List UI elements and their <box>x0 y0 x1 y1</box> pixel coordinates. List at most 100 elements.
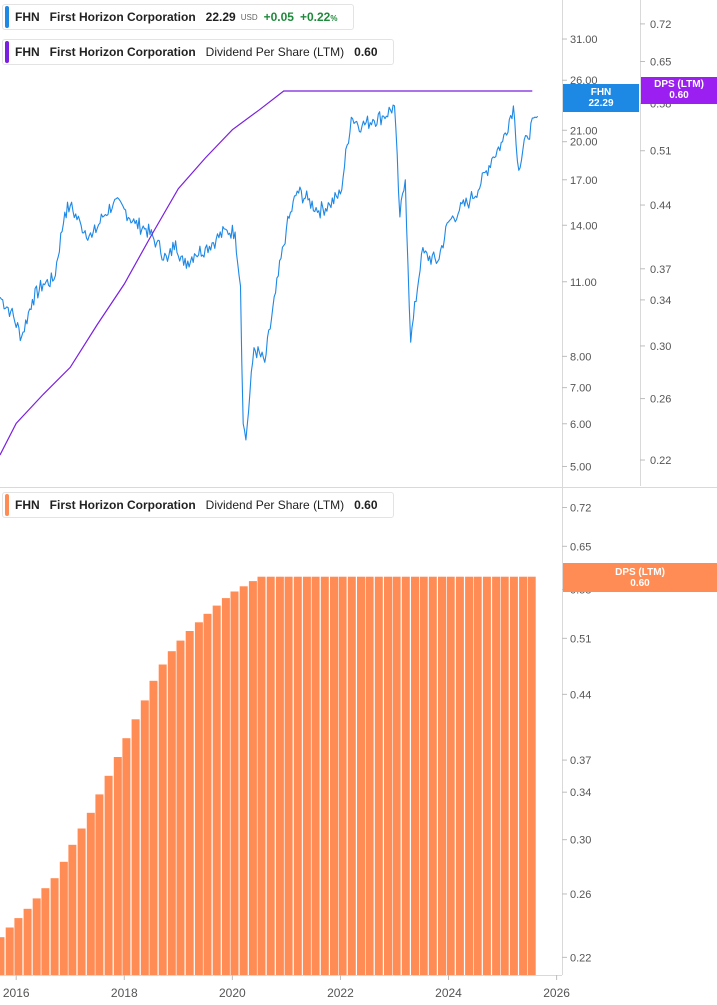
price-axis-tick-label: 14.00 <box>570 220 598 232</box>
legend-ticker: FHN <box>15 45 40 59</box>
dps-bar <box>230 591 239 975</box>
legend-dps-bottom-swatch <box>5 494 9 516</box>
dps-bar <box>320 576 329 975</box>
dps-bar <box>357 576 365 975</box>
dps-axis-tick-label: 0.30 <box>650 341 671 353</box>
dps-bar <box>411 576 419 975</box>
dps-bar <box>212 605 221 975</box>
bar-axis-tick-label: 0.37 <box>570 755 591 767</box>
legend-change: +0.05 <box>263 10 294 24</box>
dps-bar <box>284 576 293 975</box>
dps-bar <box>347 576 356 975</box>
dps-tag-top-value: 0.60 <box>669 90 689 101</box>
dps-bar <box>266 576 275 975</box>
price-tag: FHN 22.29 <box>563 84 639 112</box>
legend-metric: Dividend Per Share (LTM) <box>205 498 345 512</box>
legend-change-pct: +0.22% <box>300 10 338 24</box>
bar-axis-tick-label: 0.65 <box>570 541 591 553</box>
dps-bar <box>14 918 23 975</box>
dps-bar <box>365 576 374 975</box>
dps-bar <box>185 631 194 975</box>
dps-bar <box>302 576 311 975</box>
dps-bar <box>32 898 41 975</box>
dps-tag-top-label: DPS (LTM) <box>654 79 704 90</box>
dps-bar <box>374 576 383 975</box>
legend-price: FHN First Horizon Corporation 22.29 USD … <box>2 4 355 30</box>
dps-bar <box>293 576 302 975</box>
dps-bar <box>122 738 131 975</box>
dps-bar <box>131 719 140 975</box>
dps-bar <box>221 598 230 975</box>
dps-tag-top: DPS (LTM) 0.60 <box>641 77 717 104</box>
dps-bar <box>77 828 86 975</box>
legend-ticker: FHN <box>15 10 40 24</box>
bar-axis-tick-label: 0.34 <box>570 787 591 799</box>
price-axis-tick-label: 31.00 <box>570 34 598 46</box>
dps-tag-bottom: DPS (LTM) 0.60 <box>563 563 717 592</box>
bar-axis-tick-label: 0.72 <box>570 502 591 514</box>
legend-company: First Horizon Corporation <box>49 45 196 59</box>
dps-bar <box>5 927 14 975</box>
dps-bar <box>509 576 518 975</box>
dps-bar <box>239 586 248 975</box>
dps-bar <box>527 576 536 975</box>
dps-bar <box>104 775 113 975</box>
legend-company: First Horizon Corporation <box>49 498 196 512</box>
legend-ticker: FHN <box>15 498 40 512</box>
bar-axis-tick-label: 0.30 <box>570 835 591 847</box>
legend-dps-bottom: FHN First Horizon Corporation Dividend P… <box>2 492 394 518</box>
x-axis-tick-label: 2022 <box>327 986 354 1000</box>
price-axis-tick-label: 8.00 <box>570 351 591 363</box>
legend-currency: USD <box>240 12 258 22</box>
dps-bar <box>68 844 77 975</box>
dps-bar <box>59 861 68 975</box>
dps-bar <box>275 576 284 975</box>
price-axis-tick-label: 7.00 <box>570 383 591 395</box>
dps-axis-tick-label: 0.72 <box>650 19 671 31</box>
bar-axis-tick-label: 0.22 <box>570 952 591 964</box>
dps-bar <box>419 576 428 975</box>
legend-dps-top-swatch <box>5 41 9 63</box>
legend-price-swatch <box>5 6 9 28</box>
dps-bar <box>438 576 446 975</box>
dps-bar <box>384 576 392 975</box>
dps-bar <box>194 622 203 975</box>
dps-bar <box>492 576 501 975</box>
bar-axis-tick-label: 0.51 <box>570 633 591 645</box>
dps-axis-tick-label: 0.51 <box>650 146 671 158</box>
dps-bar <box>176 640 185 975</box>
dps-bar <box>0 937 5 975</box>
bar-axis-tick-label: 0.44 <box>570 689 591 701</box>
dps-axis-tick-label: 0.37 <box>650 264 671 276</box>
dps-bar <box>158 664 167 975</box>
x-axis-tick-label: 2026 <box>543 986 570 1000</box>
x-axis-tick-label: 2016 <box>3 986 30 1000</box>
x-axis-tick-label: 2024 <box>435 986 462 1000</box>
dps-bar <box>455 576 464 975</box>
dps-tag-bottom-value: 0.60 <box>630 578 650 589</box>
price-axis-tick-label: 6.00 <box>570 419 591 431</box>
legend-metric-value: 0.60 <box>354 45 378 59</box>
dps-bar <box>248 581 257 975</box>
legend-metric: Dividend Per Share (LTM) <box>205 45 345 59</box>
x-axis-tick-label: 2020 <box>219 986 246 1000</box>
price-axis-tick-label: 11.00 <box>570 277 597 289</box>
dps-bar <box>50 878 59 975</box>
dps-axis-tick-label: 0.44 <box>650 200 671 212</box>
legend-metric-value: 0.60 <box>354 498 378 512</box>
dps-bar <box>465 576 474 975</box>
dps-bar <box>446 576 455 975</box>
dps-axis-tick-label: 0.65 <box>650 57 671 69</box>
dps-bar <box>482 576 491 975</box>
dps-bar <box>392 576 401 975</box>
dps-bar <box>167 651 176 975</box>
dps-bar <box>140 700 149 975</box>
dps-bar <box>519 576 528 975</box>
dps-axis-tick-label: 0.22 <box>650 455 671 467</box>
dps-bar <box>311 576 320 975</box>
dps-axis-tick-label: 0.34 <box>650 295 671 307</box>
dps-bar <box>257 576 266 975</box>
x-axis-tick-label: 2018 <box>111 986 138 1000</box>
price-axis-tick-label: 20.00 <box>570 137 598 149</box>
